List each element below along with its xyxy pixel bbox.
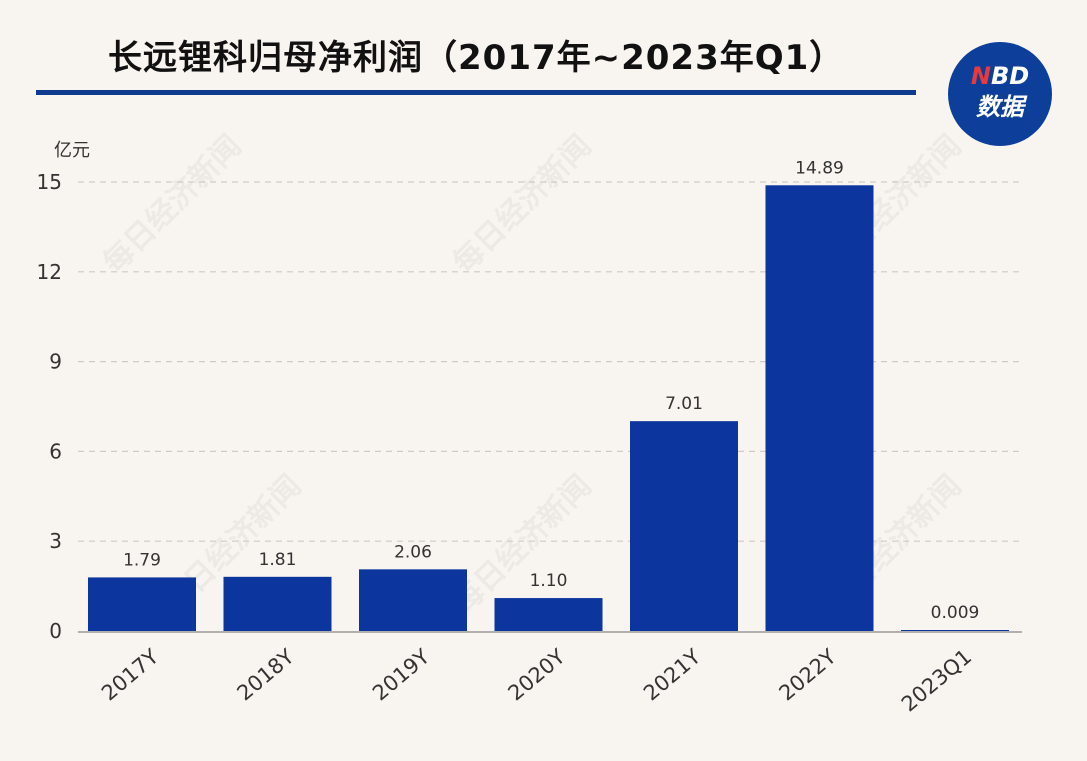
value-label: 1.81 (259, 550, 297, 570)
x-tick-label: 2019Y (368, 644, 434, 705)
value-label: 1.10 (530, 571, 568, 591)
y-tick-label: 0 (49, 619, 62, 643)
logo-line-1: NBD (948, 62, 1052, 90)
y-tick-label: 6 (49, 439, 62, 463)
x-tick-labels: 2017Y 2018Y 2019Y 2020Y 2021Y 2022Y 2023Q1 (97, 644, 976, 716)
logo-n-letter: N (970, 62, 991, 90)
value-label: 1.79 (123, 550, 161, 570)
value-label: 0.009 (931, 603, 980, 623)
x-tick-label: 2023Q1 (897, 644, 976, 716)
x-tick-label: 2020Y (504, 644, 570, 705)
y-axis-unit-label: 亿元 (54, 140, 90, 161)
value-label: 2.06 (394, 542, 432, 562)
y-tick-label: 15 (37, 170, 62, 194)
logo-bd-letters: BD (990, 62, 1030, 90)
x-tick-label: 2021Y (639, 644, 705, 705)
bar-2019Y (359, 569, 467, 631)
x-tick-label: 2018Y (233, 644, 299, 705)
y-tick-labels: 0 3 6 9 12 15 (37, 170, 62, 643)
bar-2023Q1 (901, 630, 1009, 631)
x-tick-label: 2017Y (97, 644, 163, 705)
bars (88, 185, 1009, 631)
bar-2018Y (223, 576, 332, 631)
value-label: 7.01 (665, 394, 703, 414)
y-tick-label: 12 (37, 260, 62, 284)
bar-2017Y (88, 577, 196, 631)
grid-layer (78, 181, 1022, 542)
bar-2021Y (630, 421, 738, 631)
bar-2020Y (494, 598, 603, 631)
value-label: 14.89 (795, 158, 844, 178)
x-tick-label: 2022Y (775, 644, 841, 705)
y-tick-label: 9 (49, 350, 62, 374)
logo-line-2: 数据 (976, 93, 1024, 121)
title-underline (36, 90, 916, 95)
nbd-data-logo: NBD 数据 (948, 42, 1052, 146)
value-labels: 1.79 1.81 2.06 1.10 7.01 14.89 0.009 (123, 158, 979, 623)
y-tick-label: 3 (49, 529, 62, 553)
chart-title: 长远锂科归母净利润（2017年~2023年Q1） (108, 38, 845, 78)
bar-2022Y (765, 185, 874, 631)
